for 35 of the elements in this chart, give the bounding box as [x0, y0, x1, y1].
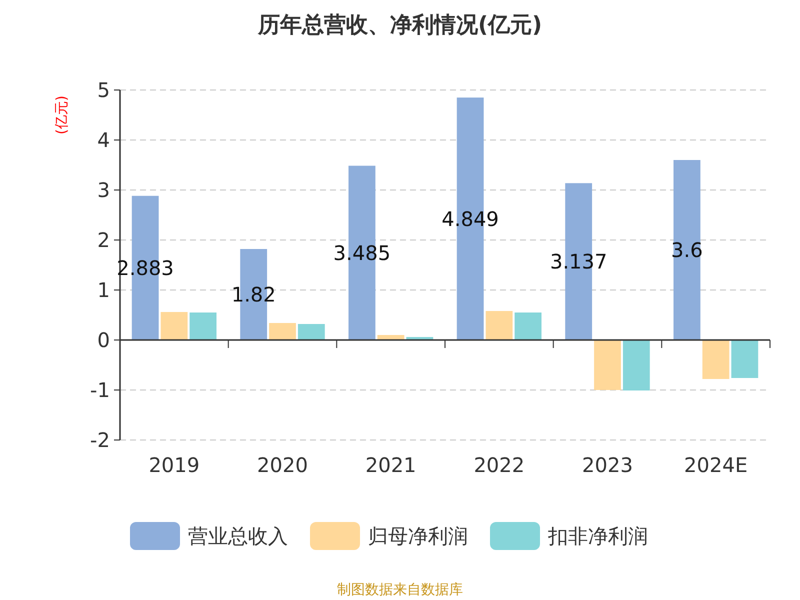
x-tick-label: 2024E	[684, 453, 748, 477]
bar	[377, 335, 404, 340]
bar	[702, 340, 730, 379]
y-tick-label: 2	[97, 228, 110, 252]
y-tick-label: -2	[90, 428, 110, 452]
bar	[622, 340, 650, 390]
y-tick-label: 4	[97, 128, 110, 152]
chart-title: 历年总营收、净利情况(亿元)	[256, 13, 542, 38]
legend-label: 营业总收入	[188, 524, 288, 548]
bar	[269, 323, 296, 340]
y-tick-label: 3	[97, 178, 110, 202]
text: 制图数据来自数据库	[337, 582, 463, 598]
bar	[298, 324, 325, 340]
y-tick-label: 5	[97, 78, 110, 102]
y-tick-label: 0	[97, 328, 110, 352]
bar	[514, 312, 542, 340]
bar	[594, 340, 621, 390]
x-tick-label: 2020	[257, 453, 308, 477]
bar	[160, 312, 188, 340]
data-label: 3.137	[550, 250, 608, 274]
x-tick-label: 2019	[148, 453, 200, 477]
bar	[190, 312, 216, 340]
x-tick-label: 2021	[365, 453, 416, 477]
y-axis-title: (亿元)	[54, 96, 70, 134]
data-label: 3.485	[333, 240, 391, 265]
legend-label: 扣非净利润	[547, 524, 648, 548]
x-tick-label: 2022	[474, 453, 525, 477]
legend-label: 归母净利润	[368, 524, 468, 548]
bar	[731, 340, 758, 378]
bar	[486, 311, 513, 340]
data-label: 4.849	[442, 206, 499, 231]
x-tick-label: 2023	[582, 453, 633, 477]
bar	[674, 160, 700, 340]
y-tick-label: 1	[97, 278, 110, 302]
y-tick-label: -1	[90, 378, 110, 402]
